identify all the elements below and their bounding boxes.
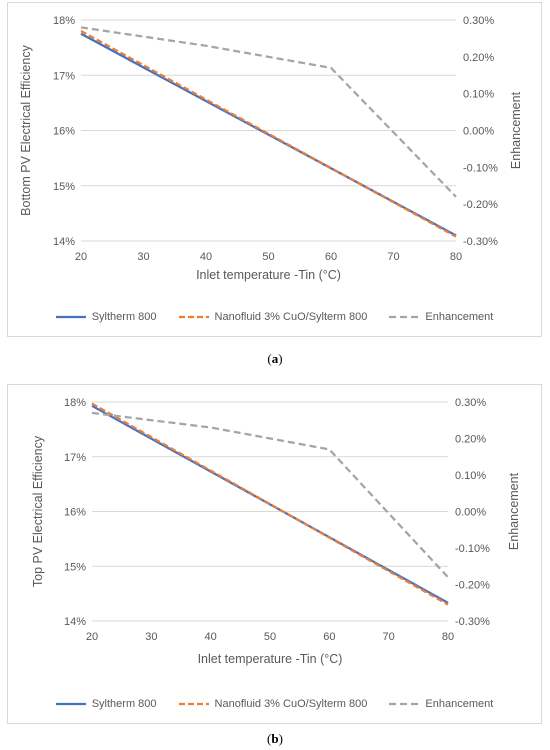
series-enhancement-line xyxy=(91,411,449,578)
y2-tick-label: 0.30% xyxy=(455,397,486,409)
legend-item-nanofluid: Nanofluid 3% CuO/Sylterm 800 xyxy=(178,698,368,710)
figure-caption-a: (a) xyxy=(0,351,550,367)
x-tick-label: 40 xyxy=(205,631,217,643)
y-tick-label: 14% xyxy=(64,616,86,628)
series-enhancement-line xyxy=(80,26,457,198)
caption-a-letter: a xyxy=(271,351,279,366)
chart-b-legend: Syltherm 800 Nanofluid 3% CuO/Sylterm 80… xyxy=(8,698,541,710)
y2-tick-label: -0.20% xyxy=(463,199,498,211)
y-tick-label: 18% xyxy=(53,15,75,27)
legend-label-enhancement: Enhancement xyxy=(425,311,494,323)
chart-a-legend: Syltherm 800 Nanofluid 3% CuO/Sylterm 80… xyxy=(8,311,541,323)
y2-tick-label: -0.30% xyxy=(455,616,490,628)
caption-a-open: ( xyxy=(267,351,272,366)
legend-label-syltherm: Syltherm 800 xyxy=(91,698,157,710)
x-tick-label: 60 xyxy=(323,631,335,643)
x-tick-label: 20 xyxy=(86,631,98,643)
y-tick-label: 17% xyxy=(64,452,86,464)
y2-tick-label: -0.30% xyxy=(463,236,498,248)
legend-swatch-syltherm xyxy=(55,315,86,319)
caption-b-close: ) xyxy=(278,731,283,746)
y-tick-label: 16% xyxy=(53,126,75,138)
figure-caption-b: (b) xyxy=(0,731,550,747)
chart-a-frame: 14% 15% 16% 17% 18% -0.30% -0.20% -0.10% 0.00% 0.… xyxy=(7,2,542,337)
legend-swatch-enhancement xyxy=(389,702,420,706)
x-tick-label: 50 xyxy=(264,631,276,643)
x-tick-label: 30 xyxy=(137,251,149,263)
legend-swatch-nanofluid xyxy=(178,702,209,706)
x-tick-label: 40 xyxy=(200,251,212,263)
y2-tick-label: 0.00% xyxy=(455,507,486,519)
caption-b-open: ( xyxy=(267,731,272,746)
x-tick-label: 70 xyxy=(387,251,399,263)
caption-a-close: ) xyxy=(278,351,283,366)
y-tick-label: 15% xyxy=(64,561,86,573)
legend-item-nanofluid: Nanofluid 3% CuO/Sylterm 800 xyxy=(178,311,368,323)
series-nanofluid-line xyxy=(91,402,449,606)
x-tick-label: 50 xyxy=(262,251,274,263)
x-tick-label: 80 xyxy=(442,631,454,643)
caption-b-letter: b xyxy=(271,731,279,746)
legend-label-enhancement: Enhancement xyxy=(425,698,494,710)
legend-label-nanofluid: Nanofluid 3% CuO/Sylterm 800 xyxy=(214,311,368,323)
chart-b-svg: 14% 15% 16% 17% 18% -0.30% -0.20% -0.10% 0.00% 0.… xyxy=(31,397,521,666)
legend-label-nanofluid: Nanofluid 3% CuO/Sylterm 800 xyxy=(214,698,368,710)
legend-swatch-nanofluid xyxy=(178,315,209,319)
y-axis-title: Bottom PV Electrical Efficiency xyxy=(19,44,33,215)
y2-tick-label: -0.20% xyxy=(455,580,490,592)
y2-tick-label: 0.10% xyxy=(455,470,486,482)
y2-axis-title: Enhancement xyxy=(507,472,521,550)
chart-a-svg: 14% 15% 16% 17% 18% -0.30% -0.20% -0.10% 0.00% 0.… xyxy=(19,15,523,282)
gridlines xyxy=(92,401,448,622)
x-tick-label: 20 xyxy=(75,251,87,263)
legend-label-syltherm: Syltherm 800 xyxy=(91,311,157,323)
y-tick-label: 17% xyxy=(53,70,75,82)
x-tick-label: 30 xyxy=(145,631,157,643)
y2-tick-label: -0.10% xyxy=(463,162,498,174)
y2-axis-title: Enhancement xyxy=(509,91,523,169)
x-tick-label: 60 xyxy=(325,251,337,263)
chart-b-frame: 14% 15% 16% 17% 18% -0.30% -0.20% -0.10% 0.00% 0.… xyxy=(7,384,542,724)
x-axis-title: Inlet temperature -Tin (°C) xyxy=(196,268,341,282)
legend-item-syltherm: Syltherm 800 xyxy=(55,698,157,710)
series-syltherm-line xyxy=(91,404,449,604)
legend-item-enhancement: Enhancement xyxy=(389,311,493,323)
y2-tick-label: 0.20% xyxy=(463,52,494,64)
x-tick-label: 70 xyxy=(383,631,395,643)
y2-tick-label: 0.20% xyxy=(455,434,486,446)
legend-item-enhancement: Enhancement xyxy=(389,698,493,710)
y-tick-label: 14% xyxy=(53,236,75,248)
y-tick-label: 16% xyxy=(64,507,86,519)
x-axis-title: Inlet temperature -Tin (°C) xyxy=(198,652,343,666)
y2-tick-label: -0.10% xyxy=(455,543,490,555)
legend-swatch-enhancement xyxy=(389,315,420,319)
y2-tick-label: 0.10% xyxy=(463,89,494,101)
gridlines xyxy=(81,19,456,242)
y-tick-label: 15% xyxy=(53,181,75,193)
legend-swatch-syltherm xyxy=(55,702,86,706)
legend-item-syltherm: Syltherm 800 xyxy=(55,311,157,323)
y2-tick-label: 0.30% xyxy=(463,15,494,27)
y-axis-title: Top PV Electrical Efficiency xyxy=(31,435,45,587)
y-tick-label: 18% xyxy=(64,397,86,409)
x-tick-label: 80 xyxy=(450,251,462,263)
series-nanofluid-line xyxy=(80,30,457,238)
y2-tick-label: 0.00% xyxy=(463,126,494,138)
